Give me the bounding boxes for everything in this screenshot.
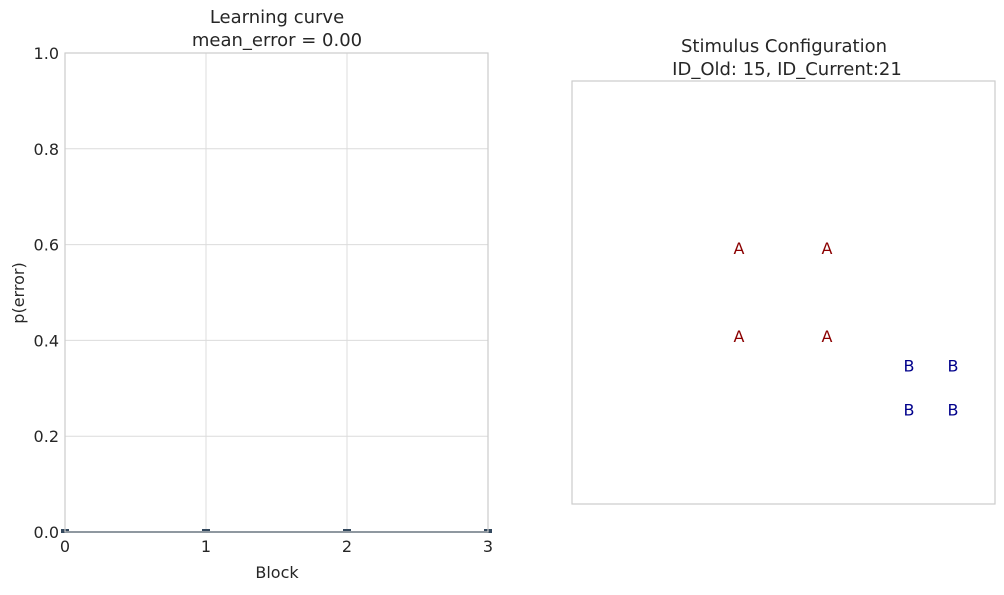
learning-curve-plot-frame bbox=[64, 52, 489, 533]
stimulus-plot-frame bbox=[571, 80, 996, 505]
learning-curve-title: Learning curve bbox=[210, 7, 344, 28]
learning-curve-ticks: 0 1 2 3 0.0 0.2 0.4 0.6 0.8 1.0 bbox=[34, 44, 494, 556]
stimulus-point-b: B bbox=[904, 400, 915, 419]
x-tick-label: 3 bbox=[483, 537, 493, 556]
stimulus-configuration-subtitle: ID_Old: 15, ID_Current:21 bbox=[672, 59, 902, 80]
stimulus-point-b: B bbox=[904, 356, 915, 375]
stimulus-point-b: B bbox=[948, 400, 959, 419]
learning-curve-grid bbox=[64, 52, 489, 533]
error-point bbox=[343, 529, 351, 533]
stimulus-point-a: A bbox=[822, 327, 833, 346]
learning-curve-subtitle: mean_error = 0.00 bbox=[192, 30, 362, 51]
stimulus-point-a: A bbox=[734, 239, 745, 258]
stimulus-configuration-title: Stimulus Configuration bbox=[681, 36, 887, 57]
y-tick-label: 1.0 bbox=[34, 44, 59, 63]
x-tick-label: 1 bbox=[201, 537, 211, 556]
stimulus-point-b: B bbox=[948, 356, 959, 375]
learning-curve-chart: Learning curve mean_error = 0.00 0 1 2 3 0.0… bbox=[9, 7, 493, 582]
y-tick-label: 0.0 bbox=[34, 523, 59, 542]
stimulus-point-a: A bbox=[734, 327, 745, 346]
x-axis-label: Block bbox=[255, 563, 299, 582]
error-point bbox=[202, 529, 210, 533]
y-tick-label: 0.4 bbox=[34, 331, 59, 350]
y-tick-label: 0.8 bbox=[34, 140, 59, 159]
stimulus-points: A A A A B B B B bbox=[734, 239, 959, 419]
y-tick-label: 0.6 bbox=[34, 236, 59, 255]
stimulus-point-a: A bbox=[822, 239, 833, 258]
x-tick-label: 0 bbox=[60, 537, 70, 556]
x-tick-label: 2 bbox=[342, 537, 352, 556]
y-tick-label: 0.2 bbox=[34, 427, 59, 446]
stimulus-configuration-chart: Stimulus Configuration ID_Old: 15, ID_Cu… bbox=[571, 36, 996, 505]
y-axis-label: p(error) bbox=[9, 262, 28, 323]
